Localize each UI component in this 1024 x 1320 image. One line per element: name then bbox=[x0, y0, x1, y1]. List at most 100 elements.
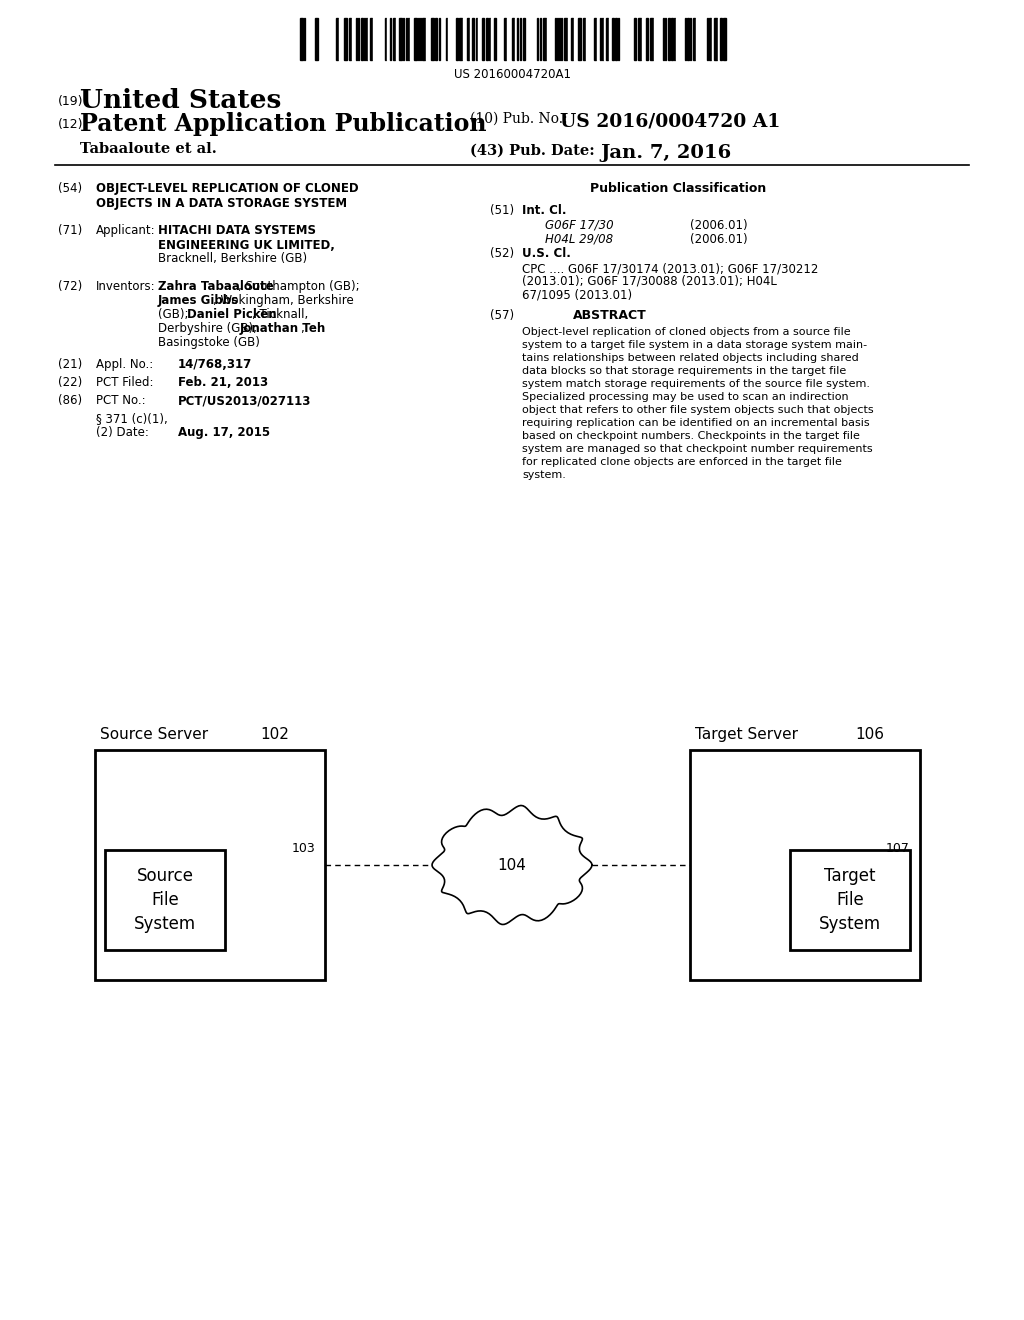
Bar bbox=[654, 18, 656, 59]
Text: , Wokingham, Berkshire: , Wokingham, Berkshire bbox=[213, 294, 353, 308]
Bar bbox=[642, 18, 645, 59]
Text: Feb. 21, 2013: Feb. 21, 2013 bbox=[178, 376, 268, 389]
Text: 14/768,317: 14/768,317 bbox=[178, 358, 252, 371]
Text: US 2016/0004720 A1: US 2016/0004720 A1 bbox=[560, 112, 780, 129]
Text: U.S. Cl.: U.S. Cl. bbox=[522, 247, 570, 260]
Bar bbox=[578, 18, 581, 59]
Bar bbox=[687, 18, 689, 59]
Text: ABSTRACT: ABSTRACT bbox=[573, 309, 647, 322]
Bar bbox=[646, 18, 648, 59]
Bar bbox=[482, 18, 484, 59]
Text: Applicant:: Applicant: bbox=[96, 224, 156, 238]
Bar bbox=[339, 18, 342, 59]
Bar bbox=[105, 850, 225, 950]
Text: for replicated clone objects are enforced in the target file: for replicated clone objects are enforce… bbox=[522, 457, 842, 467]
Bar bbox=[459, 18, 462, 59]
Bar bbox=[720, 18, 722, 59]
Bar bbox=[612, 18, 614, 59]
Text: PCT Filed:: PCT Filed: bbox=[96, 376, 154, 389]
Bar bbox=[486, 18, 488, 59]
Bar bbox=[631, 18, 633, 59]
Bar bbox=[422, 18, 425, 59]
Bar bbox=[352, 18, 354, 59]
Text: object that refers to other file system objects such that objects: object that refers to other file system … bbox=[522, 405, 873, 414]
Text: PCT No.:: PCT No.: bbox=[96, 393, 145, 407]
Bar bbox=[451, 18, 454, 59]
Text: (2013.01); G06F 17/30088 (2013.01); H04L: (2013.01); G06F 17/30088 (2013.01); H04L bbox=[522, 275, 777, 288]
Text: (52): (52) bbox=[490, 247, 514, 260]
Text: (10) Pub. No.:: (10) Pub. No.: bbox=[470, 112, 567, 125]
Bar bbox=[671, 18, 673, 59]
Bar bbox=[381, 18, 383, 59]
Text: Jonathan Teh: Jonathan Teh bbox=[240, 322, 326, 335]
Bar bbox=[396, 18, 398, 59]
Text: (51): (51) bbox=[490, 205, 514, 216]
Text: (2006.01): (2006.01) bbox=[690, 219, 748, 232]
Polygon shape bbox=[432, 805, 592, 924]
Bar bbox=[606, 18, 608, 59]
Bar bbox=[478, 18, 481, 59]
Text: (86): (86) bbox=[58, 393, 82, 407]
Bar bbox=[323, 18, 325, 59]
Bar bbox=[699, 18, 702, 59]
Bar bbox=[638, 18, 641, 59]
Bar bbox=[442, 18, 445, 59]
Text: system to a target file system in a data storage system main-: system to a target file system in a data… bbox=[522, 341, 867, 350]
Bar bbox=[534, 18, 535, 59]
Text: (21): (21) bbox=[58, 358, 82, 371]
Text: US 20160004720A1: US 20160004720A1 bbox=[454, 69, 570, 81]
Bar bbox=[333, 18, 335, 59]
Text: Appl. No.:: Appl. No.: bbox=[96, 358, 154, 371]
Text: H04L 29/08: H04L 29/08 bbox=[545, 234, 613, 246]
Bar bbox=[456, 18, 458, 59]
Text: Derbyshire (GB);: Derbyshire (GB); bbox=[158, 322, 261, 335]
Bar bbox=[370, 18, 372, 59]
Text: (12): (12) bbox=[58, 117, 84, 131]
Bar bbox=[568, 18, 570, 59]
Text: (43) Pub. Date:: (43) Pub. Date: bbox=[470, 144, 595, 158]
Text: Inventors:: Inventors: bbox=[96, 280, 156, 293]
Bar bbox=[375, 18, 377, 59]
Bar bbox=[723, 18, 726, 59]
Bar bbox=[349, 18, 351, 59]
Bar bbox=[709, 18, 711, 59]
Text: Int. Cl.: Int. Cl. bbox=[522, 205, 566, 216]
Text: (19): (19) bbox=[58, 95, 84, 108]
Bar bbox=[597, 18, 599, 59]
Text: § 371 (c)(1),: § 371 (c)(1), bbox=[96, 412, 168, 425]
Text: HITACHI DATA SYSTEMS
ENGINEERING UK LIMITED,: HITACHI DATA SYSTEMS ENGINEERING UK LIMI… bbox=[158, 224, 335, 252]
Text: (GB);: (GB); bbox=[158, 308, 193, 321]
Bar bbox=[504, 18, 506, 59]
Text: system match storage requirements of the source file system.: system match storage requirements of the… bbox=[522, 379, 870, 389]
Bar bbox=[574, 18, 577, 59]
Bar bbox=[344, 18, 347, 59]
Text: James Gibbs: James Gibbs bbox=[158, 294, 240, 308]
Text: (57): (57) bbox=[490, 309, 514, 322]
Text: Source Server: Source Server bbox=[100, 727, 208, 742]
Bar bbox=[300, 18, 303, 59]
Bar bbox=[790, 850, 910, 950]
Text: (2) Date:: (2) Date: bbox=[96, 426, 148, 440]
Text: 107: 107 bbox=[886, 842, 910, 855]
Bar bbox=[591, 18, 593, 59]
Bar bbox=[690, 750, 920, 979]
Bar bbox=[319, 18, 322, 59]
Text: system.: system. bbox=[522, 470, 566, 480]
Bar bbox=[361, 18, 362, 59]
Bar bbox=[472, 18, 474, 59]
Text: G06F 17/30: G06F 17/30 bbox=[545, 219, 613, 232]
Bar bbox=[627, 18, 629, 59]
Bar bbox=[95, 750, 325, 979]
Bar bbox=[634, 18, 636, 59]
Bar bbox=[426, 18, 429, 59]
Text: Patent Application Publication: Patent Application Publication bbox=[80, 112, 486, 136]
Text: PCT/US2013/027113: PCT/US2013/027113 bbox=[178, 393, 311, 407]
Bar bbox=[512, 18, 514, 59]
Bar bbox=[547, 18, 550, 59]
Text: , Ticknall,: , Ticknall, bbox=[252, 308, 308, 321]
Bar bbox=[714, 18, 717, 59]
Text: Basingstoke (GB): Basingstoke (GB) bbox=[158, 337, 260, 348]
Text: Jan. 7, 2016: Jan. 7, 2016 bbox=[600, 144, 731, 162]
Text: (2006.01): (2006.01) bbox=[690, 234, 748, 246]
Text: 106: 106 bbox=[855, 727, 884, 742]
